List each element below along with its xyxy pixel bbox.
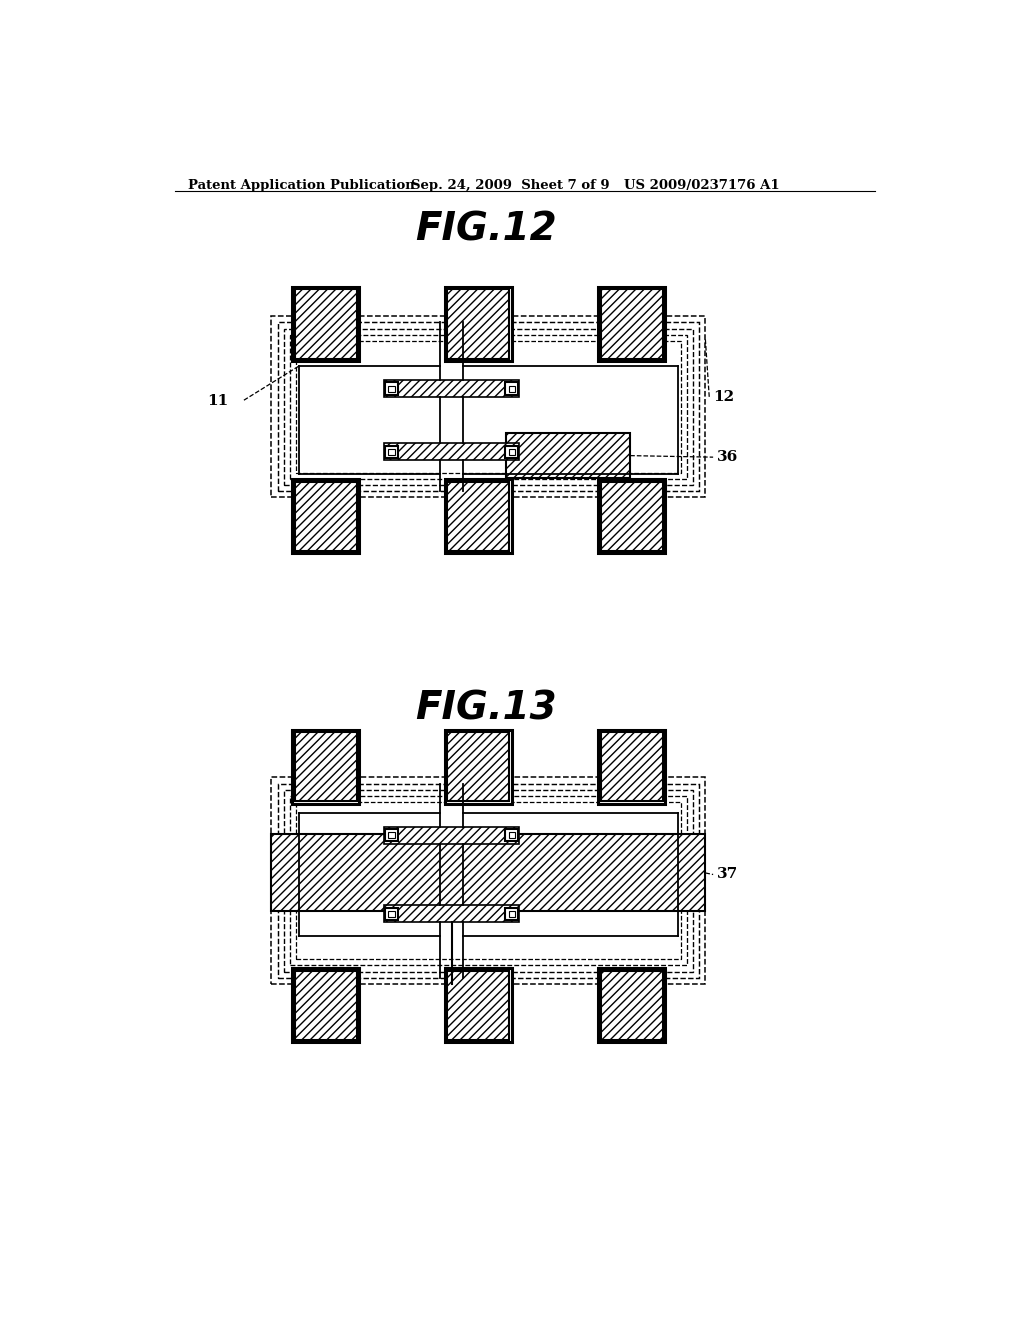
- Bar: [598, 730, 665, 804]
- Bar: [445, 479, 512, 553]
- Bar: [445, 969, 512, 1043]
- Text: 12: 12: [713, 391, 734, 404]
- Text: FIG.12: FIG.12: [416, 211, 557, 248]
- Bar: [278, 784, 699, 978]
- Text: FIG.13: FIG.13: [416, 689, 557, 727]
- Bar: [385, 383, 397, 395]
- Bar: [384, 906, 519, 923]
- Bar: [295, 733, 356, 801]
- Text: 37: 37: [717, 867, 738, 882]
- Bar: [290, 335, 687, 479]
- Bar: [388, 385, 394, 392]
- Bar: [509, 832, 515, 838]
- Bar: [278, 322, 699, 491]
- Bar: [447, 289, 509, 359]
- Text: Patent Application Publication: Patent Application Publication: [188, 180, 415, 193]
- Bar: [295, 970, 356, 1040]
- Bar: [384, 380, 519, 397]
- Bar: [388, 449, 394, 455]
- Bar: [598, 286, 665, 360]
- Bar: [601, 970, 663, 1040]
- Bar: [292, 286, 359, 360]
- Bar: [271, 777, 706, 983]
- Bar: [284, 329, 693, 484]
- Bar: [384, 444, 519, 461]
- Bar: [509, 911, 515, 917]
- Bar: [388, 911, 394, 917]
- Bar: [445, 730, 512, 804]
- Bar: [601, 733, 663, 801]
- Bar: [388, 832, 394, 838]
- Bar: [601, 482, 663, 552]
- Bar: [506, 383, 518, 395]
- Bar: [384, 826, 519, 843]
- Text: 36: 36: [717, 450, 738, 465]
- Bar: [296, 341, 681, 473]
- Bar: [271, 317, 706, 498]
- Bar: [290, 796, 687, 965]
- Bar: [509, 449, 515, 455]
- Text: Sep. 24, 2009  Sheet 7 of 9: Sep. 24, 2009 Sheet 7 of 9: [411, 180, 609, 193]
- Bar: [598, 969, 665, 1043]
- Bar: [445, 286, 512, 360]
- Bar: [509, 385, 515, 392]
- Text: 11: 11: [208, 393, 228, 408]
- Bar: [292, 479, 359, 553]
- Bar: [295, 482, 356, 552]
- Bar: [506, 908, 518, 920]
- Bar: [296, 803, 681, 960]
- Bar: [447, 482, 509, 552]
- Bar: [292, 730, 359, 804]
- Bar: [447, 970, 509, 1040]
- Bar: [506, 829, 518, 841]
- Bar: [295, 289, 356, 359]
- Bar: [292, 969, 359, 1043]
- Bar: [271, 834, 706, 911]
- Bar: [506, 433, 630, 478]
- Bar: [385, 829, 397, 841]
- Bar: [598, 479, 665, 553]
- Bar: [385, 446, 397, 458]
- Bar: [447, 733, 509, 801]
- Text: US 2009/0237176 A1: US 2009/0237176 A1: [624, 180, 779, 193]
- Bar: [385, 908, 397, 920]
- Bar: [284, 789, 693, 972]
- Bar: [601, 289, 663, 359]
- Bar: [506, 446, 518, 458]
